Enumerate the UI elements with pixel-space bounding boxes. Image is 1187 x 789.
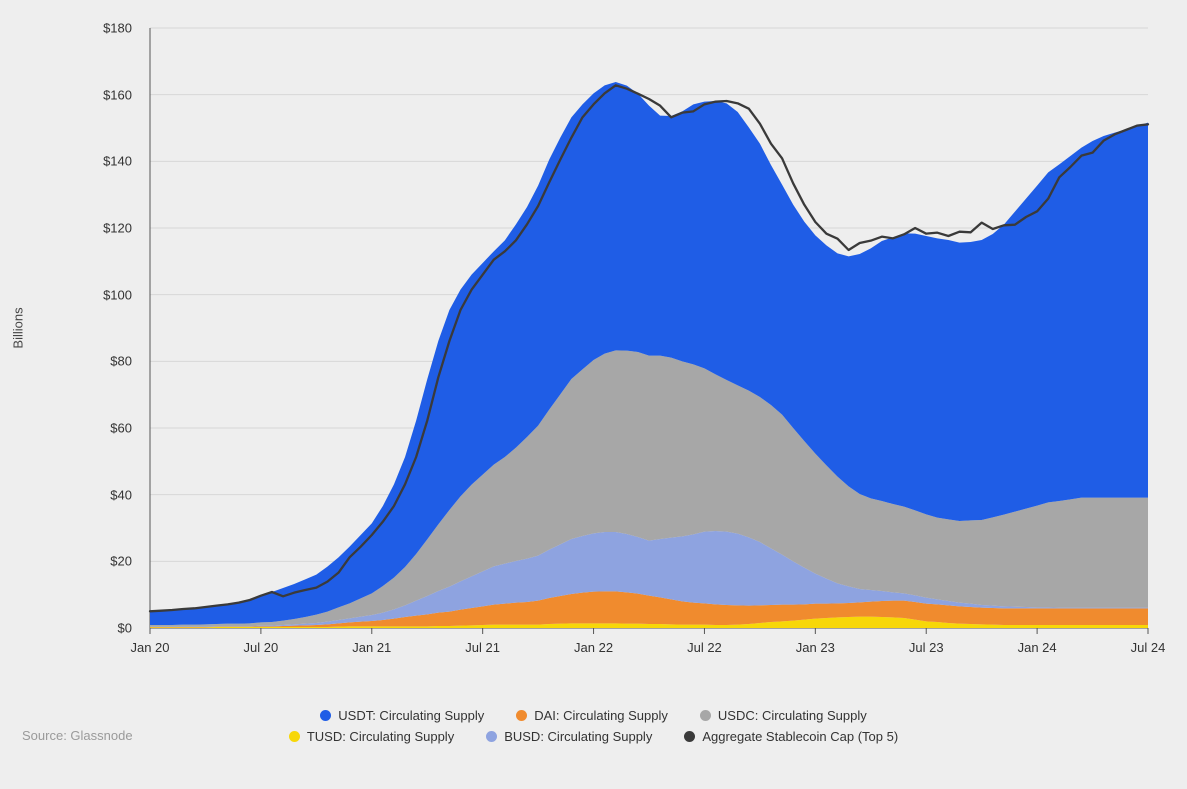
y-tick: $180 <box>103 21 132 36</box>
y-tick: $120 <box>103 221 132 236</box>
legend-label: USDC: Circulating Supply <box>718 708 867 723</box>
x-tick: Jul 23 <box>909 640 944 655</box>
legend-swatch <box>289 731 300 742</box>
y-tick: $80 <box>110 354 132 369</box>
legend-label: USDT: Circulating Supply <box>338 708 484 723</box>
legend-label: Aggregate Stablecoin Cap (Top 5) <box>702 729 898 744</box>
x-tick: Jul 21 <box>465 640 500 655</box>
legend-item-usdt: USDT: Circulating Supply <box>320 708 484 723</box>
legend-swatch <box>516 710 527 721</box>
y-tick: $60 <box>110 421 132 436</box>
x-tick: Jan 21 <box>352 640 391 655</box>
legend-item-tusd: TUSD: Circulating Supply <box>289 729 454 744</box>
legend-item-usdc: USDC: Circulating Supply <box>700 708 867 723</box>
legend-label: DAI: Circulating Supply <box>534 708 668 723</box>
x-tick: Jan 20 <box>130 640 169 655</box>
chart-container: Billions $0$20$40$60$80$100$120$140$160$… <box>0 0 1187 789</box>
x-tick: Jul 24 <box>1131 640 1166 655</box>
legend-swatch <box>684 731 695 742</box>
x-tick: Jul 22 <box>687 640 722 655</box>
legend-row-2: TUSD: Circulating Supply BUSD: Circulatin… <box>0 729 1187 744</box>
x-tick: Jan 22 <box>574 640 613 655</box>
legend-label: BUSD: Circulating Supply <box>504 729 652 744</box>
y-tick: $40 <box>110 487 132 502</box>
legend-row-1: USDT: Circulating Supply DAI: Circulating… <box>0 708 1187 723</box>
x-tick: Jan 24 <box>1018 640 1057 655</box>
legend-item-aggregate: Aggregate Stablecoin Cap (Top 5) <box>684 729 898 744</box>
y-tick: $20 <box>110 554 132 569</box>
legend-item-dai: DAI: Circulating Supply <box>516 708 668 723</box>
source-attribution: Source: Glassnode <box>22 728 133 743</box>
legend-swatch <box>700 710 711 721</box>
legend-label: TUSD: Circulating Supply <box>307 729 454 744</box>
y-tick: $140 <box>103 154 132 169</box>
x-axis-ticks: Jan 20 Jul 20 Jan 21 Jul 21 Jan 22 Jul 22 Jan … <box>0 640 1187 660</box>
x-tick: Jul 20 <box>244 640 279 655</box>
legend-item-busd: BUSD: Circulating Supply <box>486 729 652 744</box>
y-tick: $160 <box>103 87 132 102</box>
legend-swatch <box>320 710 331 721</box>
legend: USDT: Circulating Supply DAI: Circulating… <box>0 702 1187 744</box>
y-tick: $0 <box>118 621 132 636</box>
y-tick: $100 <box>103 287 132 302</box>
chart-plot <box>150 28 1148 636</box>
legend-swatch <box>486 731 497 742</box>
y-axis-ticks: $0 $20 $40 $60 $80 $100 $120 $140 $160 $180 <box>0 0 132 789</box>
x-tick: Jan 23 <box>796 640 835 655</box>
